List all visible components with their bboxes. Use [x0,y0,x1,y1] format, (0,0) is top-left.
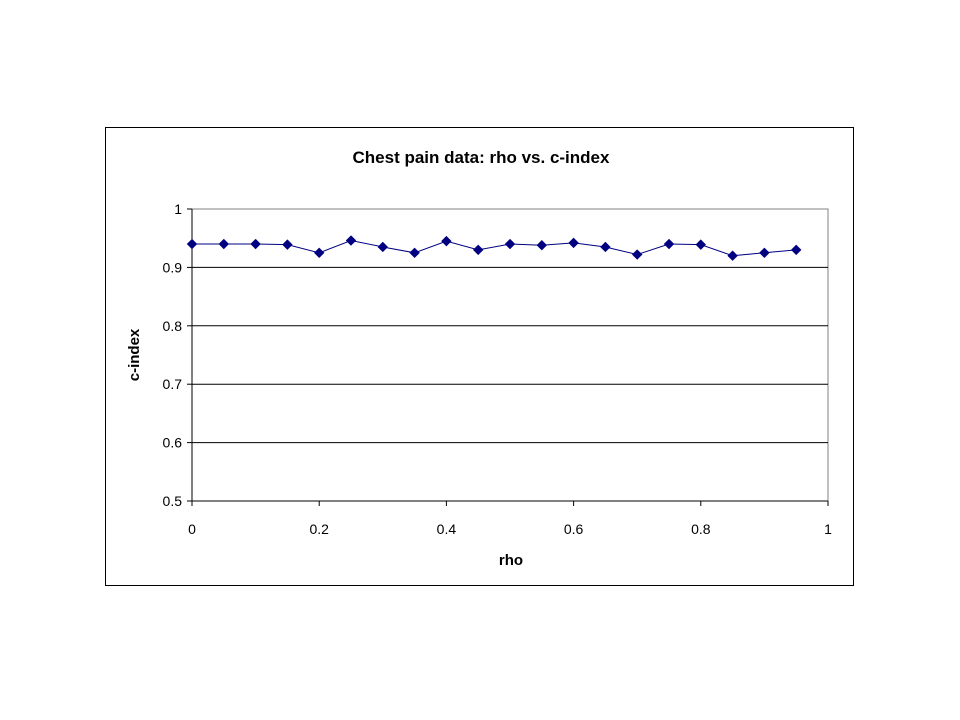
data-point [727,250,738,261]
plot-area [191,208,829,502]
data-point [536,240,548,251]
data-point [663,238,675,250]
chart-title: Chest pain data: rho vs. c-index [353,148,610,167]
series-lines [192,240,797,257]
y-tick-label: 0.8 [163,318,183,334]
y-axis-title: c-index [126,328,143,381]
grid-lines [192,266,828,444]
axes [187,208,829,506]
data-point [695,239,707,250]
x-tick-label: 1 [824,521,832,537]
y-tick-label: 0.5 [163,493,183,509]
chart-svg: Chest pain data: rho vs. c-index rho c-i… [126,148,832,569]
data-point [250,238,261,250]
data-point [377,241,389,253]
x-tick-label: 0.4 [437,521,457,537]
data-point [759,247,770,259]
data-point [790,244,802,256]
data-point [313,247,325,259]
data-point [472,244,484,256]
x-tick-labels: 0 0.2 0.4 0.6 0.8 1 [188,521,832,537]
chart-frame: Chest pain data: rho vs. c-index rho c-i… [105,127,854,586]
series-points [186,235,802,261]
data-point [631,249,643,260]
data-point [218,238,230,250]
y-tick-label: 0.7 [163,376,183,392]
y-tick-label: 1 [174,201,182,217]
data-point [600,241,611,253]
x-tick-label: 0.2 [309,521,329,537]
x-tick-label: 0.8 [691,521,711,537]
data-point [345,235,357,246]
data-point [441,235,452,247]
series-line [192,240,797,257]
data-point [186,238,198,250]
x-tick-label: 0.6 [564,521,584,537]
data-point [568,237,579,249]
x-axis-title: rho [499,552,523,569]
data-point [504,238,516,250]
y-tick-label: 0.9 [163,259,183,275]
y-tick-label: 0.6 [163,435,183,451]
data-point [282,239,293,250]
data-point [409,247,420,259]
y-tick-labels: 0.5 0.6 0.7 0.8 0.9 1 [163,201,183,509]
x-tick-label: 0 [188,521,196,537]
